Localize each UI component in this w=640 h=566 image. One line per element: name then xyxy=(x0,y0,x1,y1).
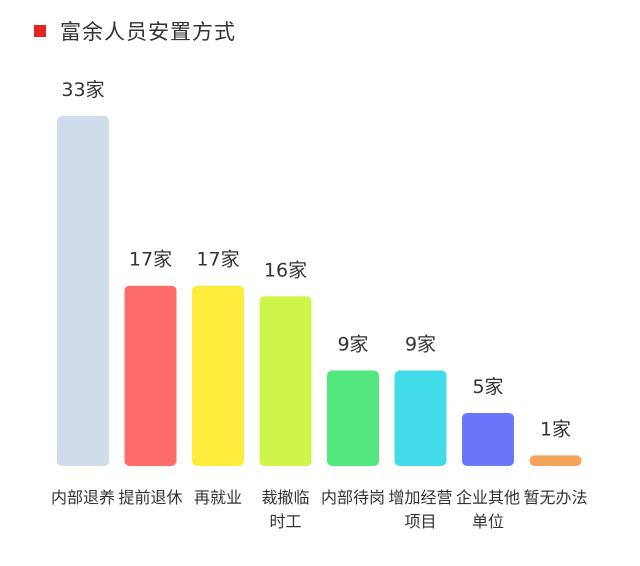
bar-4 xyxy=(259,296,312,466)
value-label-3: 17家 xyxy=(196,249,239,271)
title-marker xyxy=(34,25,46,37)
bar-8 xyxy=(529,455,582,466)
bar-5 xyxy=(327,370,379,466)
category-label-7-line-1: 企业其他 xyxy=(456,488,520,507)
value-label-6: 9家 xyxy=(405,334,436,356)
chart-title: 富余人员安置方式 xyxy=(60,20,236,44)
category-label-4-line-2: 时工 xyxy=(269,512,301,531)
value-label-5: 9家 xyxy=(337,334,368,356)
bar-7 xyxy=(462,412,514,466)
category-label-4-line-1: 裁撤临 xyxy=(261,488,309,507)
bar-3 xyxy=(192,285,244,466)
category-label-6-line-1: 增加经营 xyxy=(388,488,452,507)
category-label-3: 再就业 xyxy=(194,488,242,507)
value-label-1: 33家 xyxy=(61,79,104,101)
bar-1 xyxy=(57,116,109,466)
bar-2 xyxy=(124,285,177,466)
category-label-1: 内部退养 xyxy=(51,488,115,507)
value-label-7: 5家 xyxy=(472,376,503,398)
category-label-7-line-2: 单位 xyxy=(472,512,504,531)
chart-title-row: 富余人员安置方式 xyxy=(34,16,236,46)
category-label-2: 提前退休 xyxy=(118,488,182,507)
value-label-8: 1家 xyxy=(540,418,571,440)
category-label-8: 暂无办法 xyxy=(523,488,587,507)
category-label-6-line-2: 项目 xyxy=(404,512,436,531)
bar-6 xyxy=(394,370,447,466)
value-label-2: 17家 xyxy=(129,249,172,271)
category-label-5: 内部待岗 xyxy=(321,488,385,507)
value-label-4: 16家 xyxy=(264,259,307,281)
